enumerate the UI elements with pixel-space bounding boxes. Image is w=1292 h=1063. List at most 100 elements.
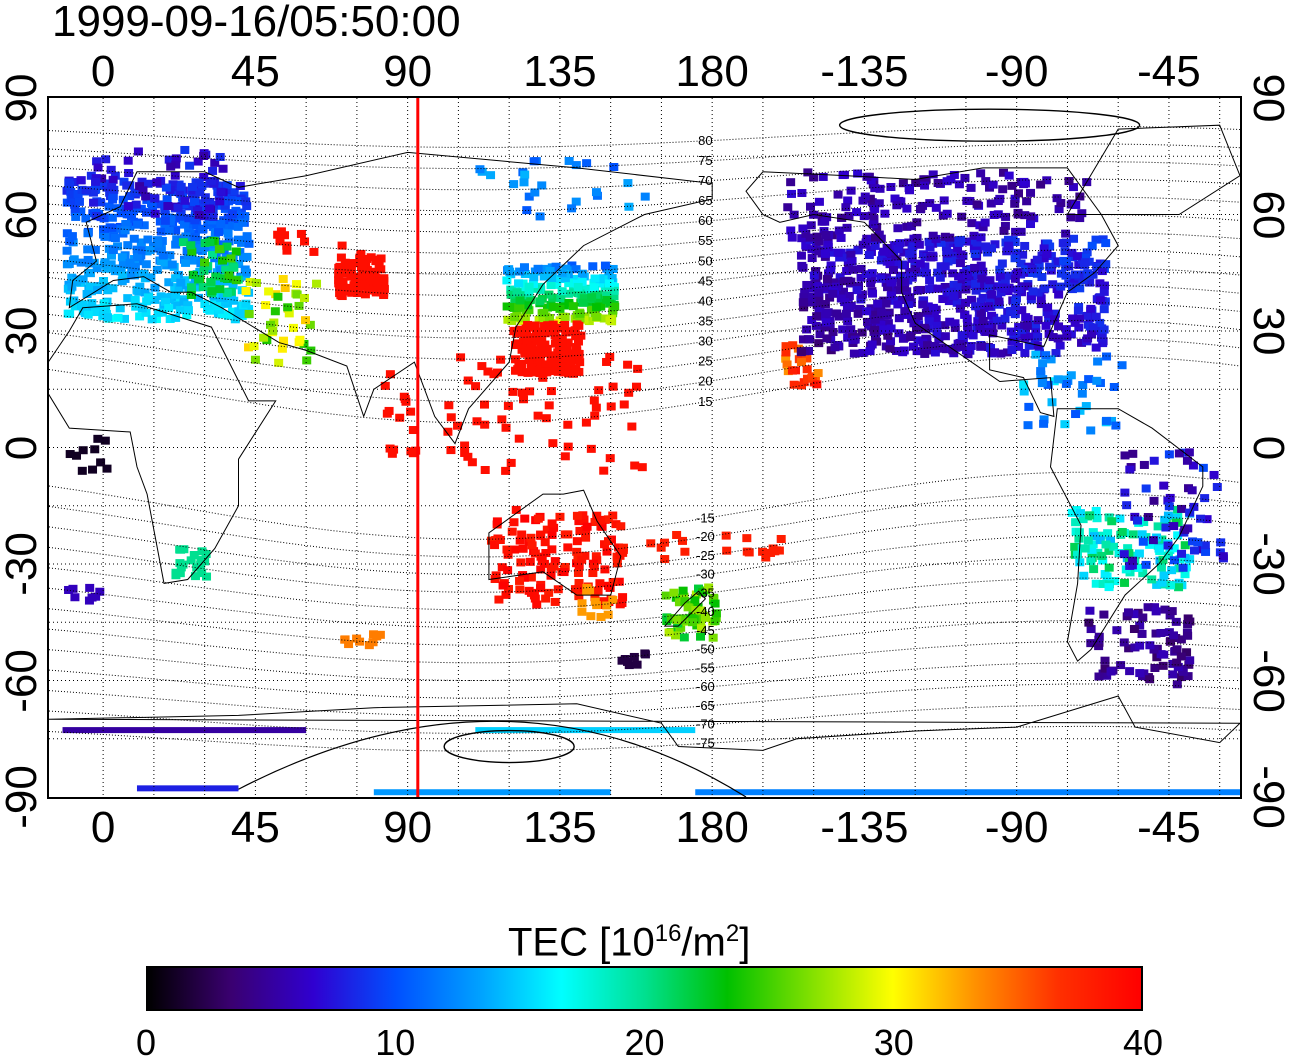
tec-cell [156,292,166,301]
tec-cell [111,224,121,233]
tec-cell [710,599,720,608]
tec-cell [821,318,831,327]
tec-cell [853,309,863,318]
tec-cell [886,337,896,346]
tec-cell [928,170,938,179]
tec-cell [940,262,950,271]
tec-cell [497,563,507,572]
tec-band [136,785,239,792]
tec-cell [208,212,218,221]
magnetic-contour [49,161,1240,191]
tec-cell [364,286,374,295]
tec-cell [1156,650,1166,659]
tec-cell [853,246,863,255]
tec-cell [103,286,113,295]
right-y-tick-label: -90 [1244,765,1292,829]
tec-cell [1071,410,1081,419]
tec-cell [527,541,537,550]
tec-cell [525,368,535,377]
magnetic-contour [49,231,1240,275]
tec-cell [164,155,174,164]
tec-cell [184,214,194,223]
tec-cell [971,302,981,311]
tec-band [475,727,696,734]
tec-cell [147,199,157,208]
tec-cell [971,286,981,295]
tec-cell [1151,629,1161,638]
tec-cell [512,340,522,349]
coastline-africa [49,303,277,584]
tec-cell [1054,205,1064,214]
tec-cell [855,304,865,313]
tec-cell [843,196,853,205]
tec-cell [632,382,642,391]
tec-cell [928,303,938,312]
tec-cell [275,237,285,246]
tec-cell [385,370,395,379]
tec-cell [1078,381,1088,390]
tec-cell [1165,611,1175,620]
tec-cell [524,306,534,315]
tec-cell [871,233,881,242]
tec-cell [568,302,578,311]
tec-cell [274,358,284,367]
tec-cell [67,232,77,241]
tec-cell [480,420,490,429]
tec-cell [618,543,628,552]
tec-cell [688,611,698,620]
tec-cell [1174,583,1184,592]
tec-cell [160,216,170,225]
tec-cell [171,290,181,299]
tec-cell [828,289,838,298]
tec-cell [537,333,547,342]
tec-cell [165,251,175,260]
tec-cell [676,623,686,632]
tec-cell [187,247,197,256]
tec-cell [467,458,477,467]
tec-cell [147,315,157,324]
tec-cell [948,346,958,355]
tec-cell [510,545,520,554]
tec-cell [336,253,346,262]
tec-cell [876,256,886,265]
tec-cell [1089,532,1099,541]
tec-cell [1172,680,1182,689]
tec-cell [143,235,153,244]
tec-cell [110,267,120,276]
colorbar-title-end: ] [739,920,751,965]
tec-cell [1101,416,1111,425]
tec-cell [589,562,599,571]
tec-cell [856,295,866,304]
tec-cell [1074,323,1084,332]
tec-cell [946,287,956,296]
tec-cell [562,344,572,353]
tec-cell [165,315,175,324]
tec-cell [590,517,600,526]
tec-cell [1187,486,1197,495]
tec-cell [1202,515,1212,524]
contour-label: 35 [698,314,712,329]
tec-cell [971,279,981,288]
tec-cell [141,260,151,269]
tec-cell [81,186,91,195]
tec-cell [1037,379,1047,388]
tec-cell [592,312,602,321]
tec-cell [1043,239,1053,248]
tec-cell [1185,656,1195,665]
tec-cell [123,294,133,303]
tec-cell [1099,281,1109,290]
tec-cell [865,194,875,203]
tec-cell [839,287,849,296]
tec-cell [207,176,217,185]
tec-cell [913,312,923,321]
tec-cell [683,603,693,612]
tec-cell [73,189,83,198]
tec-cell [192,221,202,230]
tec-cell [571,161,581,170]
tec-cell [1184,448,1194,457]
tec-cell [168,180,178,189]
tec-cell [1016,259,1026,268]
tec-cell [664,628,674,637]
tec-cell [387,449,397,458]
tec-cell [1095,279,1105,288]
